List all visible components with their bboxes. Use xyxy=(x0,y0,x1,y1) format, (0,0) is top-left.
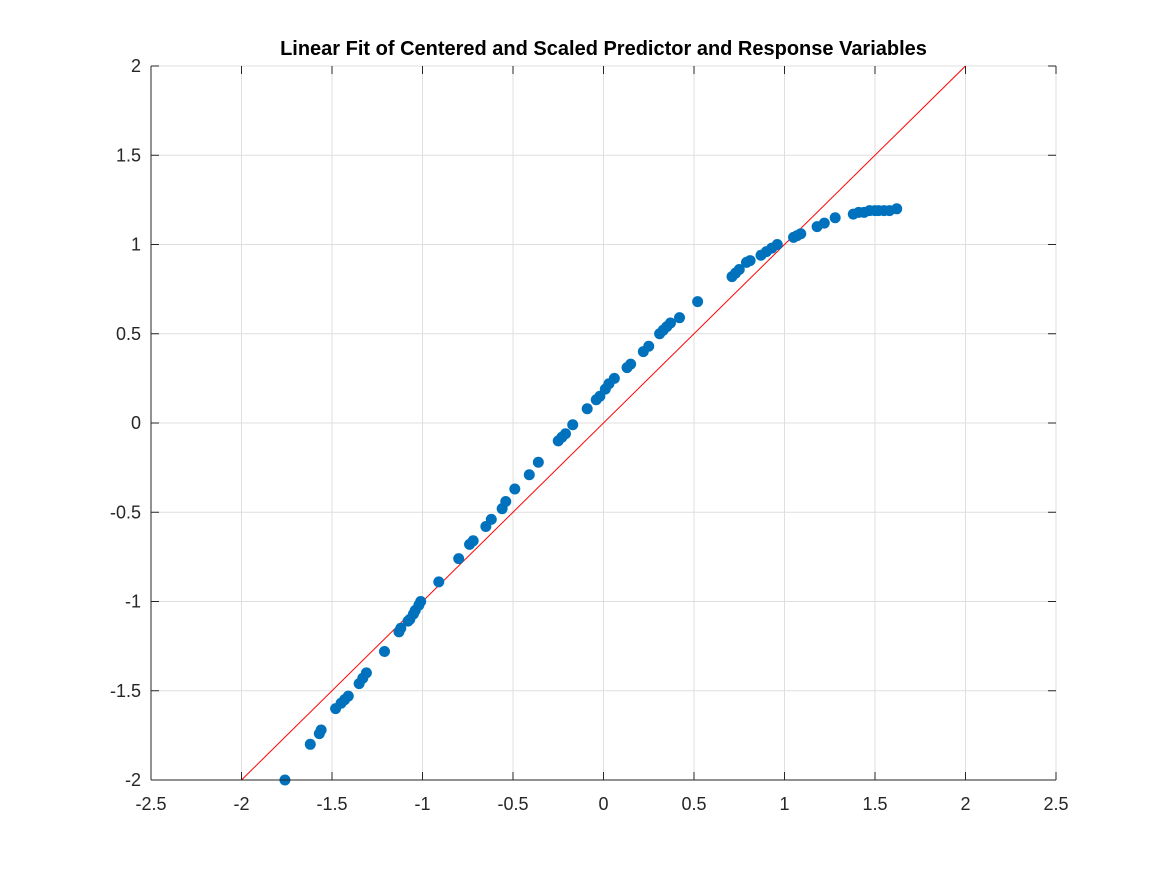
data-point xyxy=(608,372,620,384)
data-point xyxy=(342,690,354,702)
data-point xyxy=(395,622,407,634)
x-tick-label: 0.5 xyxy=(681,794,706,814)
x-tick-label: 1.5 xyxy=(862,794,887,814)
y-tick-label: 1.5 xyxy=(116,145,141,165)
x-tick-label: -2.5 xyxy=(135,794,166,814)
x-tick-label: -1 xyxy=(414,794,430,814)
data-point xyxy=(433,576,445,588)
x-tick-label: 2.5 xyxy=(1043,794,1068,814)
data-point xyxy=(664,317,676,329)
data-point xyxy=(674,312,686,324)
x-tick-label: -0.5 xyxy=(497,794,528,814)
data-point xyxy=(567,419,579,431)
data-point xyxy=(795,228,807,240)
data-point xyxy=(453,553,465,565)
y-tick-label: 0 xyxy=(131,413,141,433)
y-tick-label: -0.5 xyxy=(110,502,141,522)
y-tick-label: 0.5 xyxy=(116,324,141,344)
data-point xyxy=(415,596,427,607)
data-point xyxy=(581,403,593,415)
data-point xyxy=(559,428,571,440)
data-point xyxy=(625,358,637,370)
data-point xyxy=(523,469,535,481)
y-tick-labels: -2 -1.5 -1 -0.5 0 0.5 1 1.5 2 xyxy=(110,56,141,790)
data-point xyxy=(733,263,745,275)
data-point xyxy=(315,724,327,736)
data-points xyxy=(279,203,903,786)
x-tick-label: -1.5 xyxy=(316,794,347,814)
data-point xyxy=(467,535,479,547)
data-point xyxy=(500,496,512,508)
data-point xyxy=(829,212,841,224)
x-tick-label: 2 xyxy=(960,794,970,814)
data-point xyxy=(818,217,830,229)
data-point xyxy=(509,483,521,495)
y-tick-label: -1.5 xyxy=(110,681,141,701)
data-point xyxy=(485,513,497,525)
data-point xyxy=(744,255,756,267)
y-tick-label: 2 xyxy=(131,56,141,76)
x-tick-labels: -2.5 -2 -1.5 -1 -0.5 0 0.5 1 1.5 2 2.5 xyxy=(135,794,1068,814)
y-tick-label: -2 xyxy=(125,770,141,790)
axes xyxy=(150,65,1057,781)
data-point xyxy=(360,667,372,679)
data-point xyxy=(771,239,783,250)
data-point xyxy=(891,203,903,215)
data-point xyxy=(532,456,544,468)
data-point xyxy=(692,296,704,308)
x-tick-label: 0 xyxy=(598,794,608,814)
chart-title: Linear Fit of Centered and Scaled Predic… xyxy=(280,38,927,60)
x-tick-label: -2 xyxy=(233,794,249,814)
x-tick-label: 1 xyxy=(779,794,789,814)
data-point xyxy=(643,340,655,352)
fit-line-layer xyxy=(241,65,966,781)
fit-line xyxy=(241,65,966,781)
data-point xyxy=(304,738,316,750)
data-point xyxy=(378,645,390,657)
y-tick-label: 1 xyxy=(131,235,141,255)
y-tick-label: -1 xyxy=(125,592,141,612)
